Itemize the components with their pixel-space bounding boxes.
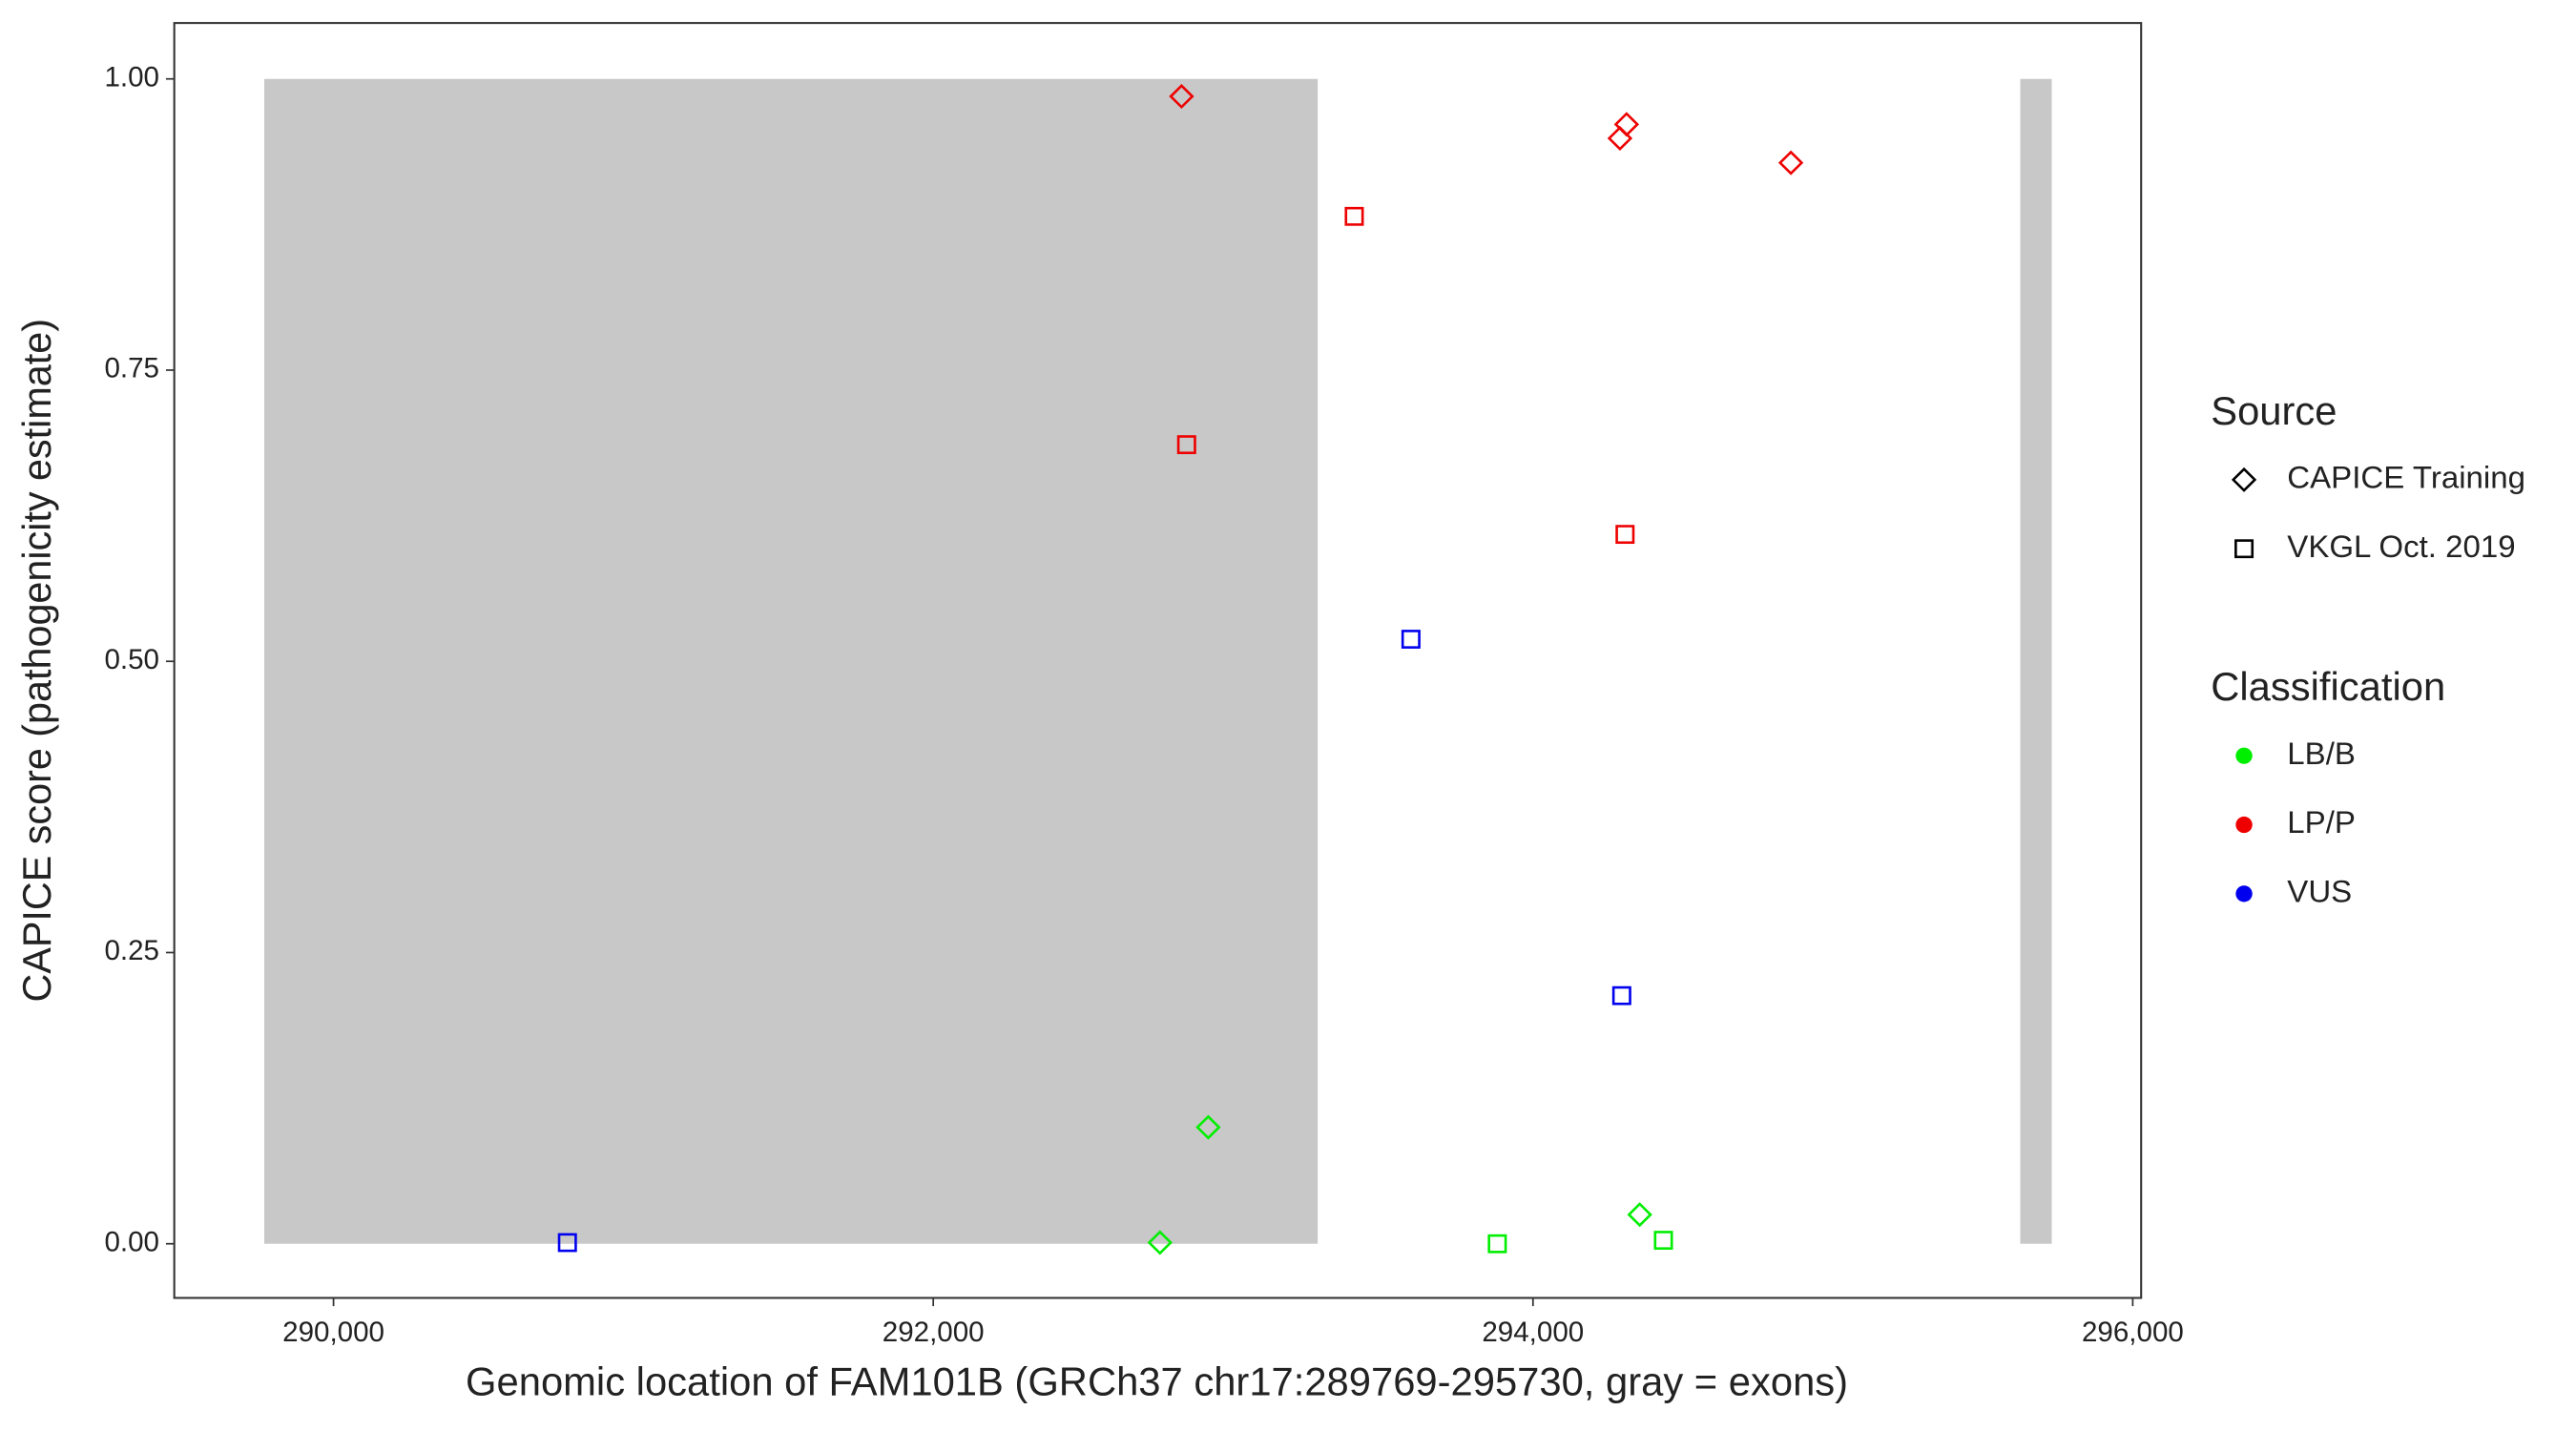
y-tick-label: 0.25 <box>104 935 159 966</box>
legend-label: VKGL Oct. 2019 <box>2287 529 2515 564</box>
plot-border <box>173 22 2143 1299</box>
y-tick-label: 0.00 <box>104 1227 159 1258</box>
exon <box>2020 78 2052 1244</box>
x-tick-label: 292,000 <box>883 1317 985 1348</box>
y-tick-label: 1.00 <box>104 62 159 93</box>
y-tick-label: 0.75 <box>104 353 159 384</box>
point <box>1147 1230 1173 1255</box>
point <box>1777 150 1804 176</box>
point <box>1344 206 1364 226</box>
point <box>1487 1234 1507 1254</box>
legend-title: Classification <box>2211 664 2445 709</box>
point <box>1653 1231 1673 1250</box>
legend-label: LB/B <box>2287 736 2356 771</box>
x-tick-label: 294,000 <box>1482 1317 1584 1348</box>
legend-marker <box>2231 467 2257 492</box>
point <box>1401 630 1421 649</box>
legend-marker <box>2234 539 2254 559</box>
point <box>1627 1202 1652 1228</box>
y-tick-label: 0.50 <box>104 644 159 675</box>
point <box>557 1233 577 1253</box>
exon <box>263 78 1319 1244</box>
point <box>1176 435 1196 455</box>
legend-marker <box>2235 816 2253 834</box>
point <box>1195 1114 1221 1140</box>
point <box>1613 112 1640 137</box>
legend-label: CAPICE Training <box>2287 460 2525 495</box>
x-axis-label: Genomic location of FAM101B (GRCh37 chr1… <box>466 1359 1848 1404</box>
point <box>1611 985 1631 1006</box>
legend-marker <box>2235 747 2253 764</box>
y-axis-label: CAPICE score (pathogenicity estimate) <box>14 319 59 1003</box>
point <box>1169 84 1195 110</box>
legend-title: Source <box>2211 388 2337 433</box>
x-tick-label: 290,000 <box>282 1317 384 1348</box>
legend-marker <box>2235 885 2253 902</box>
point <box>1615 525 1635 545</box>
x-tick-label: 296,000 <box>2082 1317 2184 1348</box>
legend-label: LP/P <box>2287 804 2356 840</box>
legend-label: VUS <box>2287 874 2352 909</box>
